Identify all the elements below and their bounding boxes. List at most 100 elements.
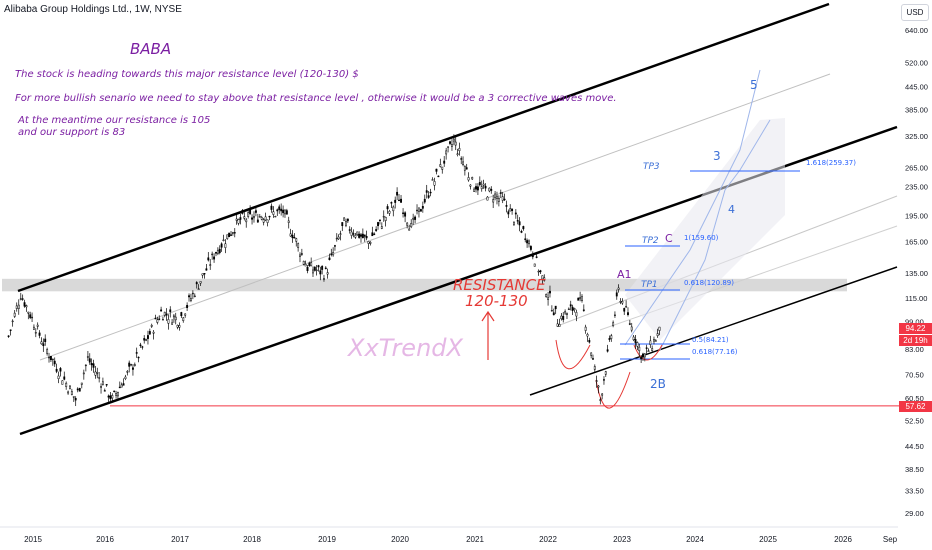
x-tick-label: 2022 [539,535,557,544]
candle-body [21,298,24,300]
candle-body [476,186,479,191]
candle-body [13,312,16,317]
candle-body [595,380,598,382]
candle-body [67,391,70,394]
candle-body [15,305,18,309]
candle-body [514,212,517,215]
candle-body [141,346,144,348]
candle-body [180,312,183,317]
candle-body [84,364,87,367]
candle-body [205,268,208,271]
candle-body [209,264,212,266]
candle-body [315,269,318,272]
currency-badge[interactable]: USD [901,4,929,21]
y-tick-label: 385.00 [905,105,928,114]
candle-body [211,253,214,256]
candle-body [69,385,71,390]
wave-a1-label: A1 [617,268,632,281]
candle-body [382,215,385,218]
candle-body [343,217,346,221]
x-tick-label: 2017 [171,535,189,544]
candle-body [107,395,110,398]
candle-body [593,366,596,370]
candle-body [282,209,285,214]
candle-body [266,219,269,223]
candle-body [122,383,125,386]
candle-body [101,381,104,385]
candle-body [623,308,626,312]
candle-body [228,232,231,238]
candle-body [48,356,50,359]
candle-body [531,253,534,258]
y-tick-label: 520.00 [905,58,928,67]
candle-body [285,210,288,215]
fib-05-label: 0.5(84.21) [692,336,729,344]
candle-body [556,323,559,327]
candle-body [131,367,134,370]
candle-body [304,263,307,267]
x-tick-label: 2015 [24,535,42,544]
candle-body [11,320,14,323]
candle-body [260,217,263,220]
candle-body [80,382,83,385]
candle-body [634,339,637,343]
candle-body [105,384,108,386]
candle-body [118,386,121,389]
x-tick-label: 2019 [318,535,336,544]
candle-body [90,363,93,366]
candle-body [171,322,174,325]
candle-body [425,190,428,193]
candle-body [462,161,465,166]
candle-body [526,240,529,244]
note-line-1: The stock is heading towards this major … [15,69,359,80]
candle-body [456,153,459,155]
candle-body [321,266,324,270]
x-tick-label: Sep [883,535,898,544]
candle-body [528,240,530,245]
candle-body [346,218,349,222]
candle-body [128,362,131,367]
candle-body [324,267,327,269]
lower-channel-line [529,266,898,396]
candle-body [418,207,420,212]
candle-body [126,371,129,373]
candle-body [507,211,510,215]
candle-body [588,340,591,343]
candle-body [29,314,32,318]
y-tick-label: 52.50 [905,416,924,425]
candle-body [615,292,618,297]
y-tick-label: 33.50 [905,486,924,495]
wave-c-label: C [665,232,673,245]
candle-body [299,254,301,257]
candle-body [197,288,200,290]
candle-body [467,177,470,181]
candle-body [390,202,393,204]
candle-body [350,231,353,236]
candle-body [569,304,572,307]
candle-body [124,376,127,379]
candle-body [220,243,223,248]
candle-body [597,385,600,388]
candle-body [573,308,576,310]
candle-body [419,209,422,212]
y-tick-label: 38.50 [905,465,924,474]
candle-body [276,209,279,212]
candle-body [237,219,240,224]
candle-body [215,252,217,254]
bottom-arc-2 [595,371,631,409]
candle-body [224,243,227,248]
candle-body [65,382,68,387]
candle-body [116,391,119,397]
candle-body [404,212,407,217]
candle-body [249,209,252,214]
candle-body [289,233,292,237]
candle-body [654,340,657,342]
candle-body [547,297,550,300]
candle-body [529,246,532,250]
candle-body [334,245,336,247]
candle-body [499,192,502,194]
candle-body [640,357,643,360]
candle-body [490,189,493,191]
candle-body [427,195,430,198]
